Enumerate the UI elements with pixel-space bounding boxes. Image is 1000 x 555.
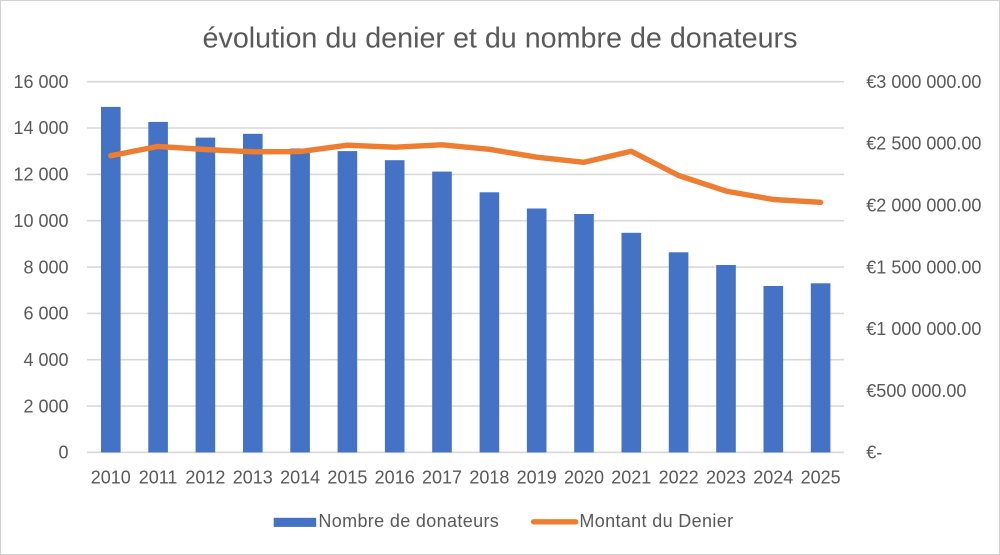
- svg-text:2 000: 2 000: [23, 396, 68, 416]
- svg-text:2012: 2012: [185, 468, 225, 488]
- svg-text:€500 000.00: €500 000.00: [866, 381, 966, 401]
- svg-text:10 000: 10 000: [13, 211, 68, 231]
- svg-text:€2 500 000.00: €2 500 000.00: [866, 134, 981, 154]
- svg-text:16 000: 16 000: [13, 72, 68, 92]
- svg-text:2024: 2024: [753, 468, 793, 488]
- svg-text:Montant du Denier: Montant du Denier: [579, 511, 733, 531]
- svg-text:€3 000 000.00: €3 000 000.00: [866, 72, 981, 92]
- svg-text:2019: 2019: [517, 468, 557, 488]
- svg-text:2025: 2025: [801, 468, 841, 488]
- svg-text:14 000: 14 000: [13, 118, 68, 138]
- svg-text:2014: 2014: [280, 468, 320, 488]
- svg-text:2022: 2022: [659, 468, 699, 488]
- svg-text:2015: 2015: [327, 468, 367, 488]
- svg-text:€-: €-: [866, 443, 882, 463]
- svg-text:2010: 2010: [91, 468, 131, 488]
- svg-text:2011: 2011: [139, 468, 178, 488]
- svg-text:12 000: 12 000: [13, 165, 68, 185]
- svg-text:€1 000 000.00: €1 000 000.00: [866, 319, 981, 339]
- svg-text:évolution du denier et du nomb: évolution du denier et du nombre de dona…: [203, 23, 798, 55]
- svg-text:0: 0: [58, 443, 68, 463]
- svg-text:€2 000 000.00: €2 000 000.00: [866, 196, 981, 216]
- svg-text:4 000: 4 000: [23, 350, 68, 370]
- svg-text:2016: 2016: [375, 468, 415, 488]
- svg-text:8 000: 8 000: [23, 257, 68, 277]
- svg-text:2023: 2023: [706, 468, 746, 488]
- svg-text:6 000: 6 000: [23, 304, 68, 324]
- svg-text:2017: 2017: [422, 468, 462, 488]
- svg-text:2013: 2013: [233, 468, 273, 488]
- svg-text:2018: 2018: [469, 468, 509, 488]
- svg-text:€1 500 000.00: €1 500 000.00: [866, 257, 981, 277]
- svg-text:Nombre de donateurs: Nombre de donateurs: [318, 511, 499, 531]
- svg-text:2020: 2020: [564, 468, 604, 488]
- svg-text:2021: 2021: [611, 468, 651, 488]
